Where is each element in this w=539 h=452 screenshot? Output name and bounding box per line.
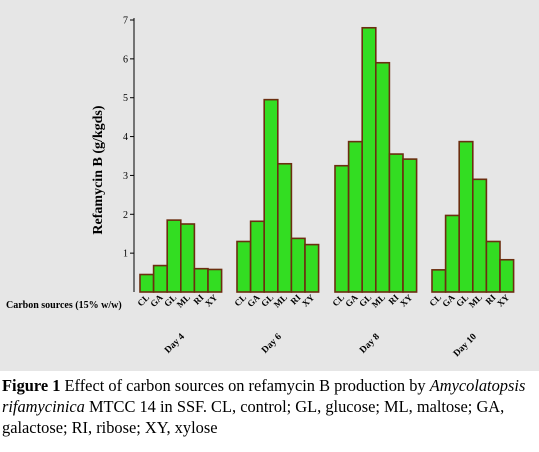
bar (361, 26, 377, 293)
y-tick-label: 5 (123, 93, 128, 104)
bar (263, 98, 279, 293)
bar (458, 140, 474, 293)
bar (444, 214, 461, 293)
bar (207, 268, 223, 293)
x-category-label: XY (398, 292, 415, 309)
x-category-label: XY (203, 292, 220, 309)
bar (471, 178, 488, 293)
x-category-label: ML (370, 292, 387, 309)
bar (388, 153, 404, 293)
group-label: Day 6 (260, 332, 284, 356)
x-category-label: RI (386, 292, 400, 306)
bar (374, 61, 391, 293)
x-category-label: RI (483, 292, 497, 306)
group-label: Day 8 (358, 332, 382, 356)
x-category-label: XY (495, 292, 512, 309)
bar (402, 158, 418, 293)
y-tick-label: 2 (123, 210, 128, 221)
bar (431, 269, 447, 293)
bar (193, 267, 209, 293)
y-tick-label: 4 (123, 132, 128, 143)
caption-text-1: Effect of carbon sources on refamycin B … (60, 376, 430, 395)
caption-text-2: MTCC 14 in SSF. CL, control; GL, glucose… (2, 397, 505, 437)
figure-panel: 1 2 3 4 5 6 7 Refamycin B (g/kgds) Carbon source… (0, 0, 539, 371)
bar-chart: 1 2 3 4 5 6 7 Refamycin B (g/kgds) Carbon source… (6, 16, 515, 359)
caption-label: Figure 1 (2, 376, 61, 395)
bar (290, 237, 306, 293)
bar (236, 240, 252, 293)
y-tick-label: 6 (123, 54, 128, 65)
x-axis-label: Carbon sources (15% w/w) (6, 300, 122, 311)
bar (249, 220, 266, 293)
bar (304, 243, 320, 293)
caption-species: Amycolatopsis rifamycinica (2, 376, 526, 416)
bar (485, 240, 501, 293)
bar (152, 264, 169, 293)
x-category-label: RI (191, 292, 205, 306)
group-label: Day 10 (452, 332, 479, 359)
y-tick-label: 3 (123, 171, 128, 182)
x-category-label: ML (467, 292, 484, 309)
x-category-label: XY (300, 292, 317, 309)
group-label: Day 4 (163, 332, 187, 356)
figure-caption: Figure 1 Effect of carbon sources on ref… (2, 375, 534, 438)
bar (166, 219, 182, 293)
y-tick-label: 7 (123, 16, 128, 27)
bar (180, 223, 196, 293)
bar (499, 258, 515, 293)
bar (139, 273, 155, 293)
bar (347, 140, 364, 293)
y-axis-label: Refamycin B (g/kgds) (91, 105, 106, 234)
bar (334, 164, 350, 293)
x-category-label: ML (175, 292, 192, 309)
y-tick-label: 1 (123, 249, 128, 260)
x-category-label: ML (272, 292, 289, 309)
bar (276, 162, 293, 293)
x-category-label: RI (288, 292, 302, 306)
